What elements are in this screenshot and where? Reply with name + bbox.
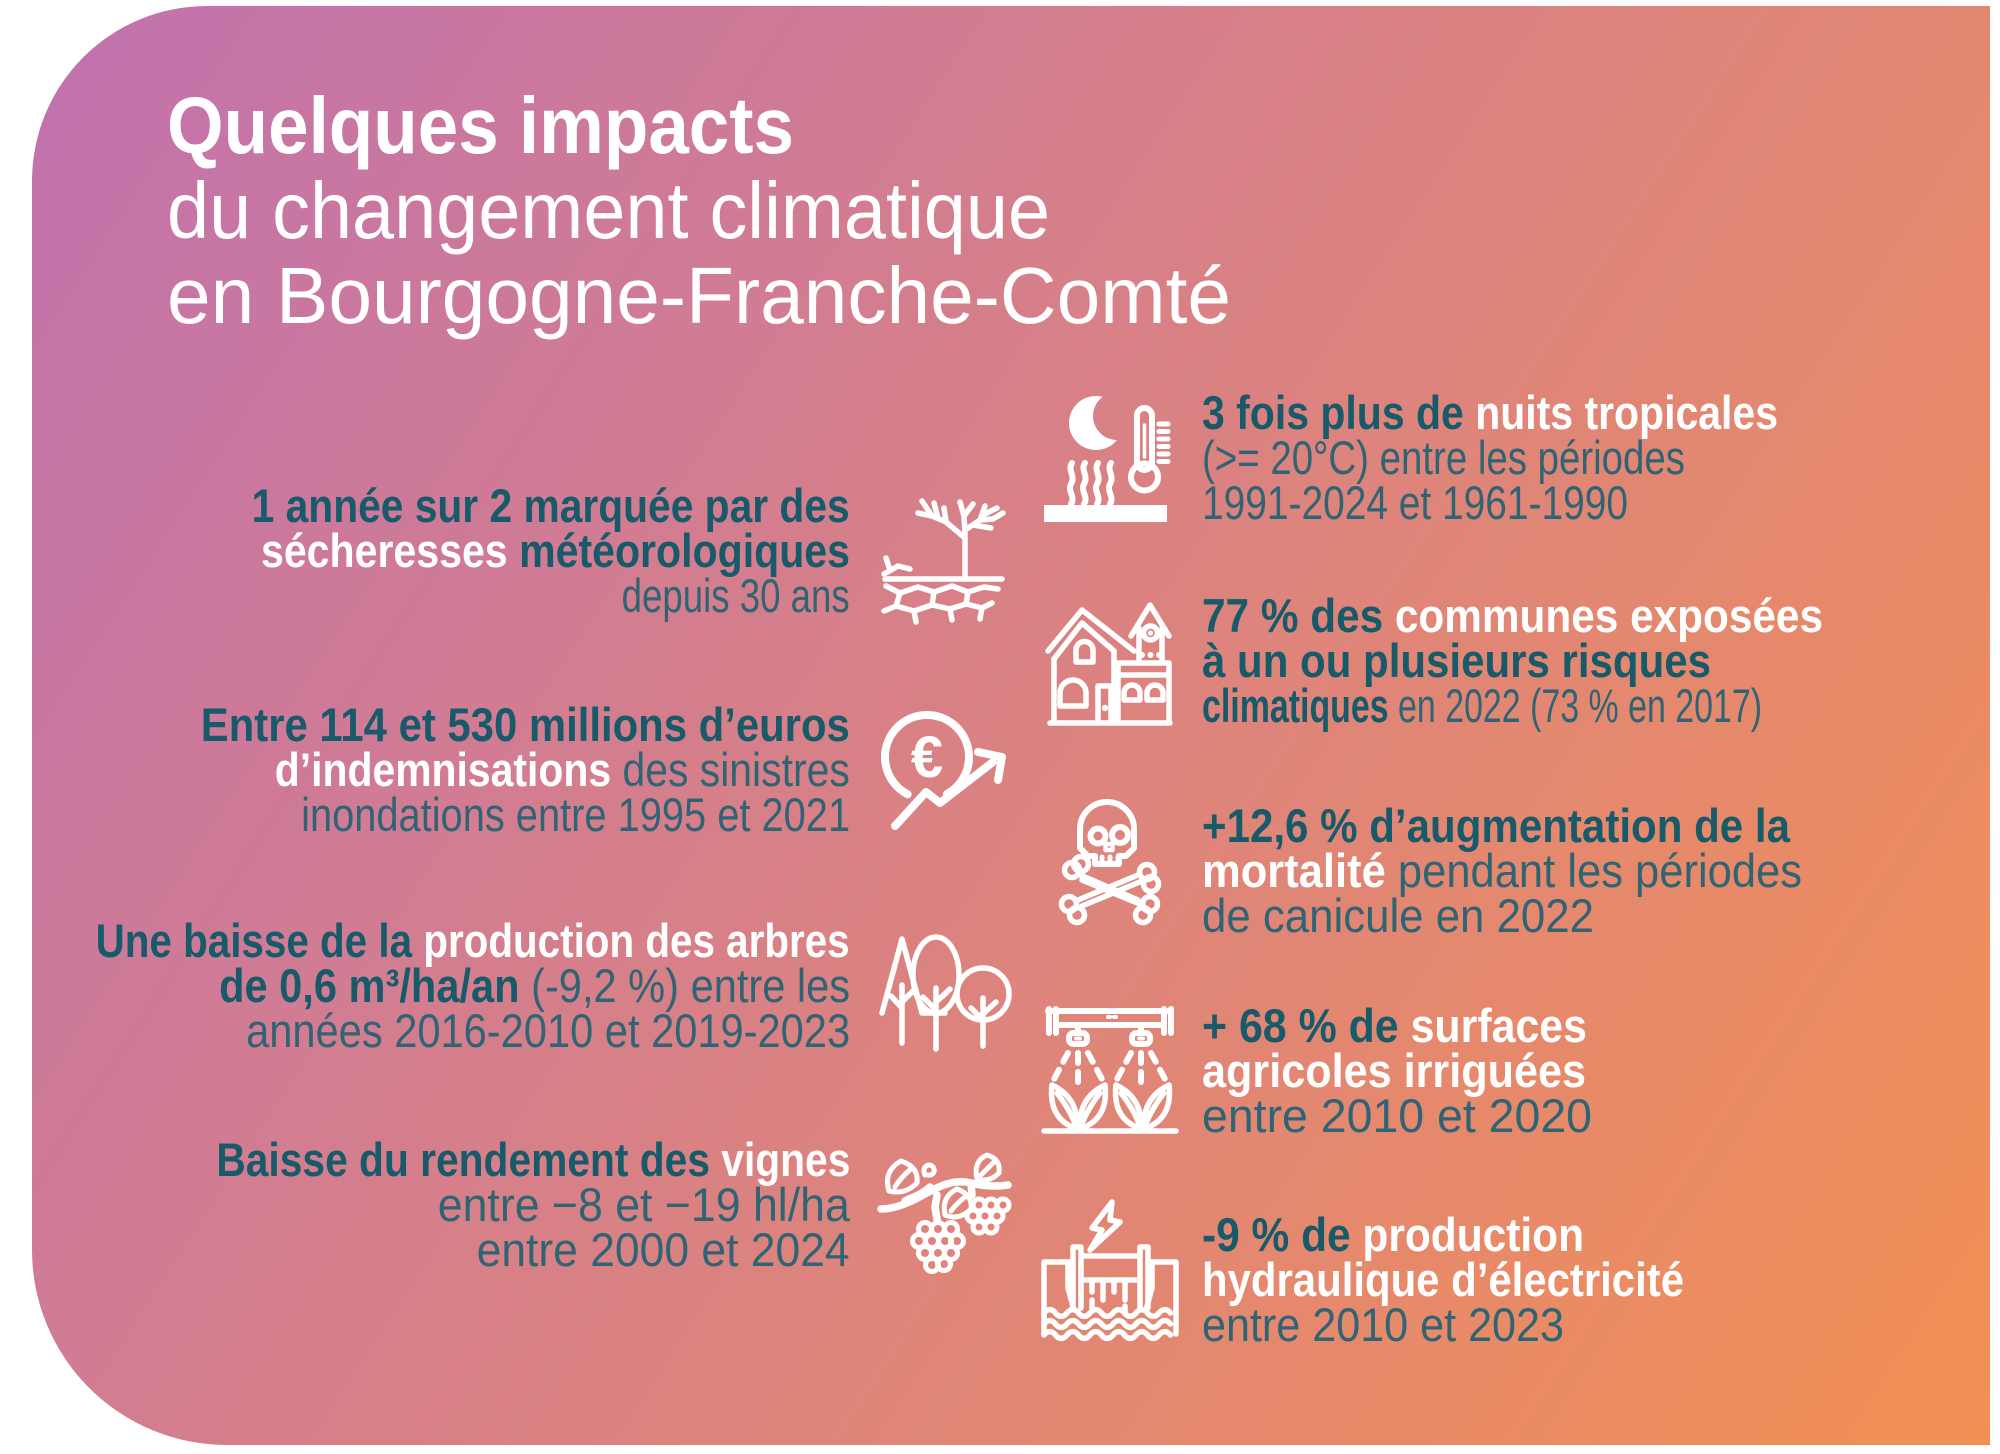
svg-text:€: €	[911, 725, 943, 790]
